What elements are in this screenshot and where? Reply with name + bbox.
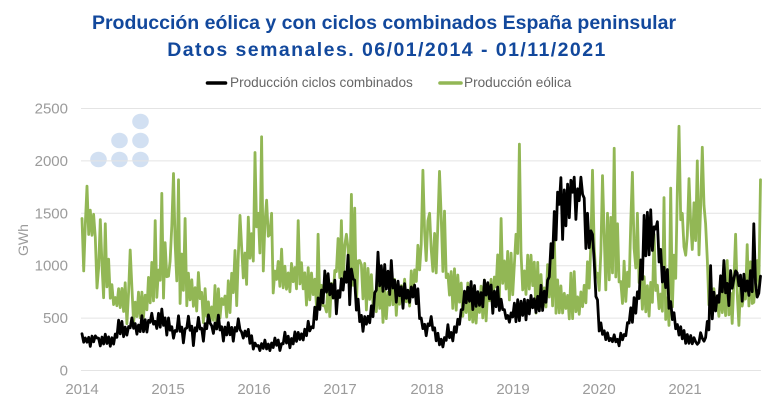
svg-text:2000: 2000 [35,153,68,170]
svg-text:Producción eólica y con ciclos: Producción eólica y con ciclos combinado… [92,12,676,34]
svg-text:2015: 2015 [151,381,184,398]
svg-text:Datos semanales. 06/01/2014 -: Datos semanales. 06/01/2014 - 01/11/2021 [167,39,607,61]
svg-text:Producción ciclos combinados: Producción ciclos combinados [230,75,413,90]
svg-text:2017: 2017 [323,381,356,398]
svg-text:2021: 2021 [668,381,701,398]
svg-text:0: 0 [60,363,68,380]
svg-text:Producción eólica: Producción eólica [464,75,572,90]
svg-text:2014: 2014 [65,381,98,398]
svg-text:2016: 2016 [237,381,270,398]
svg-text:GWh: GWh [15,224,31,256]
svg-text:2500: 2500 [35,101,68,118]
svg-text:1500: 1500 [35,205,68,222]
svg-text:2019: 2019 [496,381,529,398]
svg-text:500: 500 [43,310,68,327]
svg-text:1000: 1000 [35,258,68,275]
svg-text:2018: 2018 [410,381,443,398]
svg-text:2020: 2020 [582,381,615,398]
